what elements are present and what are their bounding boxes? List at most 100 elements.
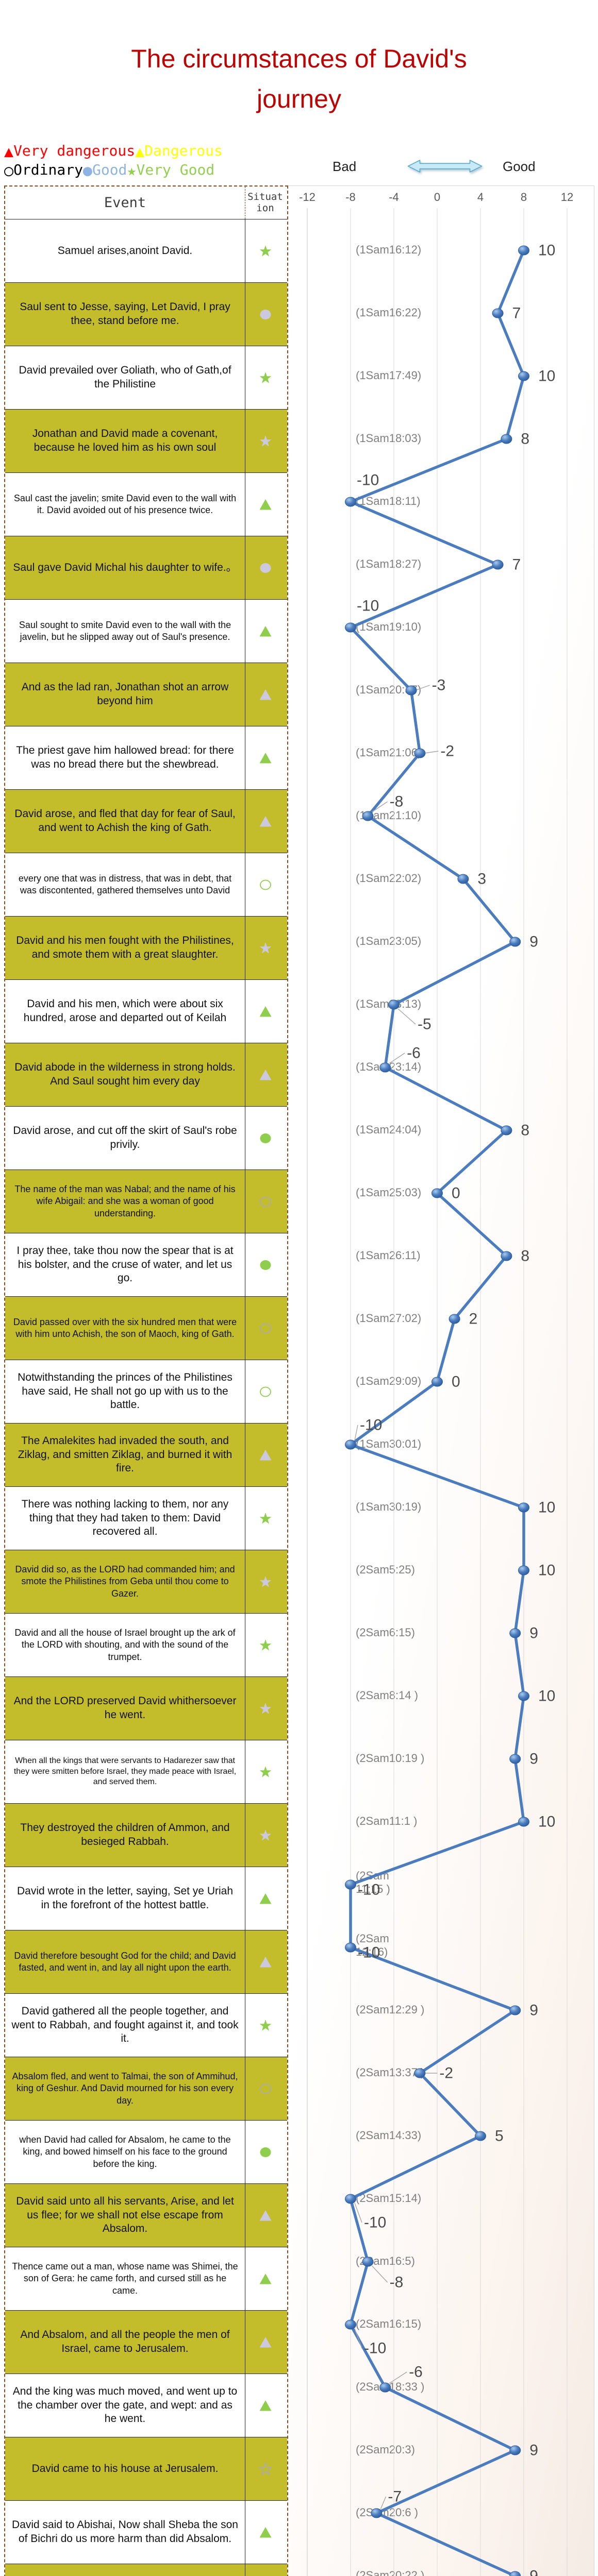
legend: ▲Very dangerous▲Dangerous ○Ordinary●Good… xyxy=(4,141,223,180)
event-cell: David prevailed over Goliath, who of Gat… xyxy=(5,346,245,409)
triangle-icon xyxy=(245,980,285,1043)
event-cell: David arose, and cut off the skirt of Sa… xyxy=(5,1107,245,1170)
triangle-icon xyxy=(245,790,285,853)
event-text: David and all the house of Israel brough… xyxy=(14,1628,236,1662)
event-cell: David therefore besought God for the chi… xyxy=(5,1930,245,1993)
event-text: The priest gave him hallowed bread: for … xyxy=(16,744,234,770)
event-text: The name of the man was Nabal; and the n… xyxy=(14,1184,236,1218)
triangle-icon xyxy=(245,2311,285,2374)
event-text: David came to his house at Jerusalem. xyxy=(31,2462,219,2475)
table-row: David arose, and cut off the skirt of Sa… xyxy=(5,1107,287,1170)
table-row: And the king was much moved, and went up… xyxy=(5,2374,287,2437)
triangle-icon xyxy=(245,2184,285,2247)
good-legend-icon: ● xyxy=(82,162,92,180)
table-row: Notwithstanding the princes of the Phili… xyxy=(5,1360,287,1423)
very-good-legend-icon: ★ xyxy=(127,162,137,180)
table-row: when David had called for Absalom, he ca… xyxy=(5,2121,287,2184)
very-dangerous-legend-icon: ▲ xyxy=(4,143,14,161)
circle-icon xyxy=(245,283,285,346)
event-cell: And as the lad ran, Jonathan shot an arr… xyxy=(5,663,245,726)
event-text: David said to Abishai, Now shall Sheba t… xyxy=(12,2519,238,2545)
legend-line-2: ○Ordinary●Good★Very Good xyxy=(4,160,223,180)
table-row: Then the woman went unto all the people … xyxy=(5,2564,287,2576)
event-table: Event Situation Samuel arises,anoint Dav… xyxy=(4,185,288,2576)
double-arrow-icon xyxy=(407,160,483,173)
dangerous-legend-icon: ▲ xyxy=(135,143,145,161)
star-icon xyxy=(245,1804,285,1867)
event-text: Saul gave David Michal his daughter to w… xyxy=(13,561,237,573)
event-text: Saul cast the javelin; smite David even … xyxy=(13,493,237,515)
event-cell: Notwithstanding the princes of the Phili… xyxy=(5,1360,245,1423)
event-cell: every one that was in distress, that was… xyxy=(5,853,245,916)
event-cell: Saul sought to smite David even to the w… xyxy=(5,600,245,663)
table-row: Saul gave David Michal his daughter to w… xyxy=(5,536,287,600)
triangle-icon xyxy=(245,2247,285,2310)
star-icon xyxy=(245,346,285,409)
table-row: They destroyed the children of Ammon, an… xyxy=(5,1804,287,1867)
event-text: when David had called for Absalom, he ca… xyxy=(19,2134,231,2169)
event-cell: Then the woman went unto all the people … xyxy=(5,2564,245,2576)
table-row: There was nothing lacking to them, nor a… xyxy=(5,1487,287,1550)
good-label: Good xyxy=(503,159,536,174)
legend-label: Dangerous xyxy=(144,142,223,159)
event-text: They destroyed the children of Ammon, an… xyxy=(20,1822,230,1848)
circle-icon xyxy=(245,1107,285,1170)
table-row: David said to Abishai, Now shall Sheba t… xyxy=(5,2501,287,2564)
bad-label: Bad xyxy=(333,159,357,174)
event-cell: David did so, as the LORD had commanded … xyxy=(5,1550,245,1613)
circle-icon xyxy=(245,536,285,599)
table-row: David prevailed over Goliath, who of Gat… xyxy=(5,346,287,410)
triangle-icon xyxy=(245,2374,285,2437)
event-cell: when David had called for Absalom, he ca… xyxy=(5,2121,245,2183)
circle-outline-icon xyxy=(245,1360,285,1423)
table-row: The Amalekites had invaded the south, an… xyxy=(5,1423,287,1487)
event-text: And as the lad ran, Jonathan shot an arr… xyxy=(21,681,229,707)
triangle-icon xyxy=(245,1867,285,1930)
table-row: Saul sent to Jesse, saying, Let David, I… xyxy=(5,283,287,346)
event-cell: And the LORD preserved David whithersoev… xyxy=(5,1677,245,1740)
event-text: David abode in the wilderness in strong … xyxy=(14,1061,236,1087)
table-row: Saul cast the javelin; smite David even … xyxy=(5,473,287,536)
table-row: Saul sought to smite David even to the w… xyxy=(5,600,287,663)
triangle-icon xyxy=(245,1423,285,1486)
triangle-icon xyxy=(245,600,285,663)
event-cell: Samuel arises,anoint David. xyxy=(5,219,245,282)
event-text: David arose, and fled that day for fear … xyxy=(14,808,236,834)
legend-line-1: ▲Very dangerous▲Dangerous xyxy=(4,141,223,161)
event-text: Absalom fled, and went to Talmai, the so… xyxy=(12,2071,238,2106)
table-row: David did so, as the LORD had commanded … xyxy=(5,1550,287,1614)
event-cell: I pray thee, take thou now the spear tha… xyxy=(5,1233,245,1296)
event-cell: David and all the house of Israel brough… xyxy=(5,1614,245,1676)
event-text: And the LORD preserved David whithersoev… xyxy=(13,1695,237,1721)
event-cell: Absalom fled, and went to Talmai, the so… xyxy=(5,2057,245,2120)
table-row: David abode in the wilderness in strong … xyxy=(5,1043,287,1107)
event-cell: Saul gave David Michal his daughter to w… xyxy=(5,536,245,599)
event-text: Notwithstanding the princes of the Phili… xyxy=(18,1371,232,1411)
triangle-icon xyxy=(245,663,285,726)
event-text: David therefore besought God for the chi… xyxy=(14,1950,236,1973)
event-text: David wrote in the letter, saying, Set y… xyxy=(16,1885,234,1911)
page-title: The circumstances of David's journey xyxy=(131,44,467,113)
event-cell: David arose, and fled that day for fear … xyxy=(5,790,245,853)
table-row: David and all the house of Israel brough… xyxy=(5,1614,287,1677)
table-row: David said unto all his servants, Arise,… xyxy=(5,2184,287,2247)
event-text: David and his men, which were about six … xyxy=(23,998,227,1024)
table-row: David and his men fought with the Philis… xyxy=(5,917,287,980)
situation-column-header: Situation xyxy=(247,191,283,214)
circle-outline-icon xyxy=(245,1170,285,1233)
event-text: David said unto all his servants, Arise,… xyxy=(16,2195,234,2235)
event-cell: When all the kings that were servants to… xyxy=(5,1740,245,1803)
star-icon xyxy=(245,410,285,472)
event-text: David gathered all the people together, … xyxy=(11,2005,239,2045)
circle-icon xyxy=(245,1233,285,1296)
table-row: David and his men, which were about six … xyxy=(5,980,287,1043)
table-row: every one that was in distress, that was… xyxy=(5,853,287,917)
table-row: When all the kings that were servants to… xyxy=(5,1740,287,1804)
table-row: David therefore besought God for the chi… xyxy=(5,1930,287,1994)
table-row: Absalom fled, and went to Talmai, the so… xyxy=(5,2057,287,2121)
table-row: I pray thee, take thou now the spear tha… xyxy=(5,1233,287,1297)
table-row: David came to his house at Jerusalem. xyxy=(5,2437,287,2501)
circle-icon xyxy=(245,2121,285,2183)
table-row: David arose, and fled that day for fear … xyxy=(5,790,287,853)
